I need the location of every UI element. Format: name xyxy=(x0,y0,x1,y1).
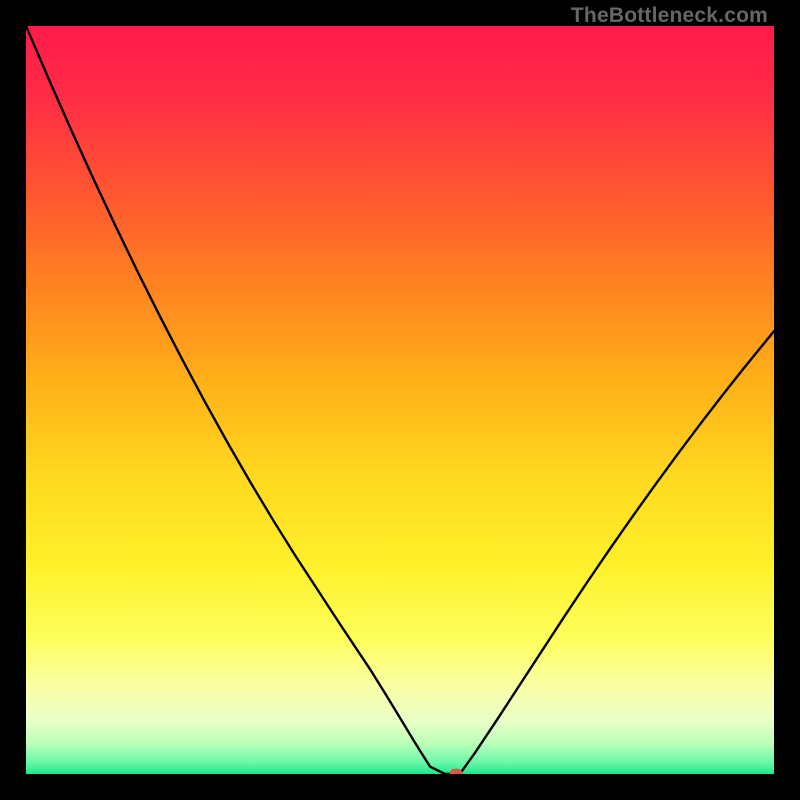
plot-svg xyxy=(26,26,774,774)
plot-area xyxy=(26,26,774,774)
gradient-background xyxy=(26,26,774,774)
watermark-text: TheBottleneck.com xyxy=(571,4,768,28)
chart-frame: TheBottleneck.com xyxy=(0,0,800,800)
